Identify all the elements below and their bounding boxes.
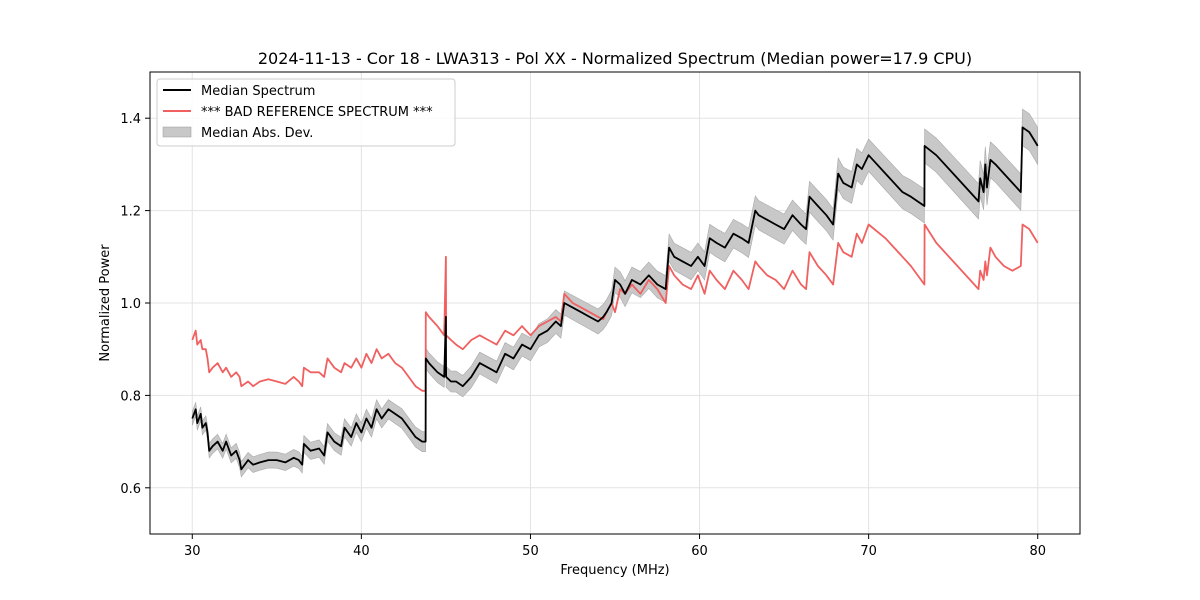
x-tick-label: 30: [184, 544, 201, 559]
legend: Median Spectrum *** BAD REFERENCE SPECTR…: [156, 78, 456, 147]
median-spectrum-line: [191, 126, 1039, 471]
x-tick-label: 40: [353, 544, 370, 559]
y-axis-ticks: 0.6 0.8 1.0 1.2 1.4: [120, 112, 150, 497]
legend-label-median: Median Spectrum: [201, 84, 315, 99]
mad-band: [192, 108, 1038, 478]
y-tick-label: 1.0: [120, 297, 141, 312]
legend-label-mad: Median Abs. Dev.: [201, 126, 313, 141]
x-tick-label: 50: [522, 544, 539, 559]
y-tick-label: 1.2: [120, 205, 141, 220]
y-tick-label: 0.6: [120, 482, 141, 497]
x-tick-label: 80: [1029, 544, 1046, 559]
x-axis-label: Frequency (MHz): [560, 563, 669, 578]
grid: [150, 72, 1080, 534]
y-tick-label: 0.8: [120, 389, 141, 404]
legend-label-reference: *** BAD REFERENCE SPECTRUM ***: [201, 105, 433, 120]
x-axis-ticks: 30 40 50 60 70 80: [184, 534, 1046, 559]
legend-swatch-mad: [162, 126, 192, 138]
y-axis-label: Normalized Power: [98, 244, 113, 362]
y-tick-label: 1.4: [120, 112, 141, 127]
chart-title: 2024-11-13 - Cor 18 - LWA313 - Pol XX - …: [258, 49, 972, 68]
series-layer: [191, 126, 1039, 471]
x-tick-label: 60: [691, 544, 708, 559]
x-tick-label: 70: [860, 544, 877, 559]
mad-band-layer: [192, 108, 1038, 478]
legend-box: [156, 78, 456, 147]
